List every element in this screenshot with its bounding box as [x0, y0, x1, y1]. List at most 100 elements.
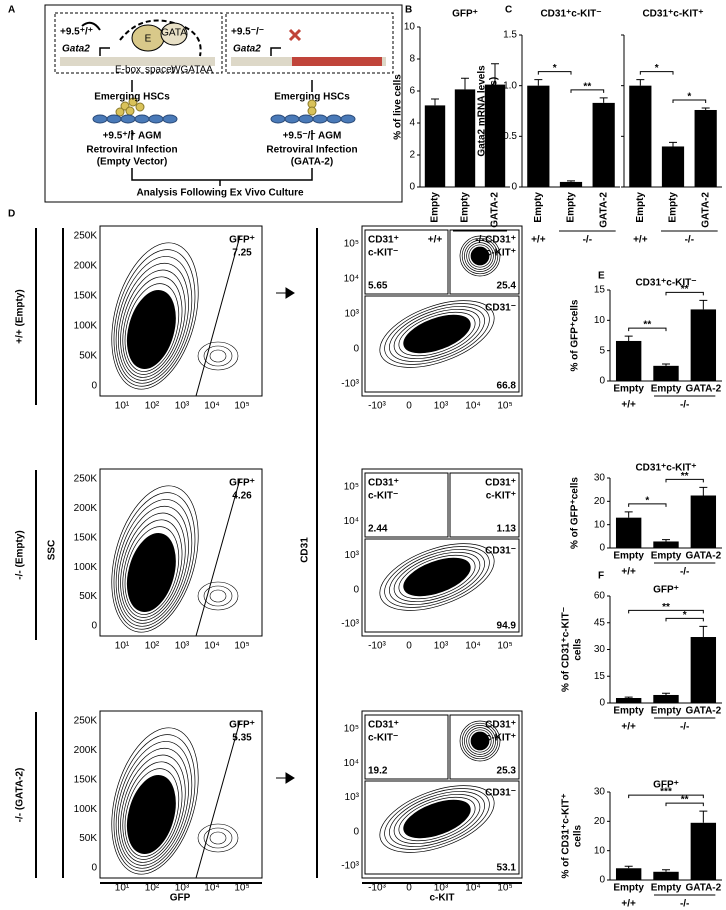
- y-axis-label: cells: [573, 638, 584, 661]
- tick-label: 10⁴: [465, 401, 480, 412]
- group-label: -/-: [475, 235, 484, 246]
- contour: [118, 505, 189, 624]
- quad-label: c-KIT⁺: [486, 733, 516, 744]
- panel-letter: C: [505, 5, 512, 16]
- y-tick-label: 10: [594, 519, 606, 530]
- tick-label: 0: [91, 863, 97, 874]
- tick-label: 10⁵: [344, 482, 359, 493]
- tick-label: 250K: [74, 716, 98, 727]
- loop: [119, 19, 202, 57]
- significance-label: *: [645, 495, 649, 506]
- group-label: -/-: [680, 722, 689, 733]
- error-bar: [534, 79, 543, 86]
- tick-label: 10³: [434, 641, 449, 652]
- y-tick-label: 0: [511, 182, 517, 193]
- contour: [389, 549, 485, 605]
- error-bar: [624, 511, 633, 518]
- tick-label: 200K: [74, 261, 98, 272]
- quad-label: CD31⁻: [485, 303, 516, 314]
- significance-label: **: [643, 320, 651, 331]
- gate-value: 7.25: [232, 248, 252, 259]
- bar: [527, 85, 550, 187]
- tick-label: 10⁴: [344, 516, 359, 527]
- row-label: +/+ (Empty): [15, 289, 26, 343]
- contour: [393, 308, 481, 360]
- tick-label: 200K: [74, 503, 98, 514]
- contour: [197, 341, 239, 371]
- y-axis-label: % of GFP⁺cells: [570, 299, 581, 371]
- contour: [111, 485, 199, 633]
- x-tick-label: GATA-2: [598, 192, 609, 228]
- contour: [464, 240, 496, 272]
- deleted-region: [292, 57, 382, 66]
- tss-arrow: [99, 47, 110, 56]
- quad-value: 19.2: [368, 766, 388, 777]
- bar: [653, 871, 679, 880]
- contour: [379, 785, 495, 853]
- contour: [124, 768, 180, 857]
- quad-label: c-KIT⁻: [368, 733, 398, 744]
- quad-label: CD31⁺: [485, 478, 516, 489]
- contour: [422, 569, 452, 585]
- factor-label: GATA: [161, 28, 187, 39]
- tick-label: 10⁵: [344, 239, 359, 250]
- tick-label: 10⁵: [234, 883, 249, 894]
- flow-plot: 250K 200K 150K 100K 50K 0 10¹ 10² 10³ 10⁴ 10⁵ GFP⁺ 4…: [74, 468, 263, 652]
- arrow: [81, 21, 101, 31]
- contour: [209, 349, 227, 363]
- contour: [197, 823, 239, 853]
- axis-title: GFP: [170, 893, 191, 904]
- tick-label: 50K: [79, 833, 97, 844]
- tick-label: 10⁴: [204, 883, 219, 894]
- significance-bracket: [639, 71, 674, 75]
- y-tick-label: 8: [409, 54, 415, 65]
- tick-label: 10³: [345, 550, 360, 561]
- plot-frame: [361, 225, 523, 397]
- significance-label: **: [681, 471, 689, 482]
- y-tick-label: 1.5: [503, 30, 517, 41]
- plot-frame: [361, 710, 523, 879]
- contour: [120, 512, 186, 621]
- tick-label: 10²: [145, 641, 160, 652]
- y-tick-label: 10: [404, 22, 416, 33]
- chart-title: GFP⁺: [653, 780, 679, 791]
- group-label: +/+: [621, 899, 636, 910]
- contour: [379, 300, 495, 368]
- significance-bracket: [537, 71, 572, 75]
- tick-label: 10⁵: [497, 641, 512, 652]
- tick-label: 50K: [79, 591, 97, 602]
- x-tick-label: Empty: [635, 192, 646, 223]
- contour: [124, 526, 180, 615]
- error-bar: [662, 692, 670, 695]
- tick-label: -10³: [368, 401, 386, 412]
- row-label: -/- (GATA-2): [15, 768, 26, 823]
- tick-label: 10¹: [115, 401, 130, 412]
- axis-title: CD31: [300, 537, 311, 563]
- arrow: [276, 772, 295, 784]
- chart-title: CD31⁺c-KIT⁺: [635, 463, 696, 474]
- bar-chart: GFP⁺ 0 10 20 30 % of CD31⁺c-KIT⁺ cells Empty Emp…: [561, 780, 722, 910]
- bar: [424, 105, 446, 187]
- chart-title: CD31⁺c-KIT⁻: [635, 278, 696, 289]
- flow-plot: 250K 200K 150K 100K 50K 0 10¹ 10² 10³ 10⁴ 10⁵ GFP⁺ 5…: [74, 710, 263, 894]
- contour: [118, 262, 189, 381]
- tick-label: 10⁴: [465, 883, 480, 894]
- contour: [203, 585, 233, 607]
- bar-chart: CD31⁺c-KIT⁻ 0 0.5 1.0 1.5 Gata2 mRNA levels (r…: [477, 9, 620, 246]
- significance-label: *: [687, 92, 691, 103]
- axis-title: c-KIT: [430, 893, 455, 904]
- group-label: -/-: [680, 400, 689, 411]
- bar: [694, 109, 717, 187]
- tick-label: 10³: [434, 883, 449, 894]
- dashed-box: [225, 12, 394, 74]
- quad-label: CD31⁺: [485, 235, 516, 246]
- x-tick-label: Empty: [613, 706, 644, 717]
- cross: [288, 28, 302, 42]
- group-label: +/+: [621, 400, 636, 411]
- contour: [475, 251, 485, 261]
- tick-label: 150K: [74, 774, 98, 785]
- quad-value: 66.8: [497, 381, 517, 392]
- significance-bracket: [665, 802, 704, 807]
- error-bar: [431, 98, 439, 106]
